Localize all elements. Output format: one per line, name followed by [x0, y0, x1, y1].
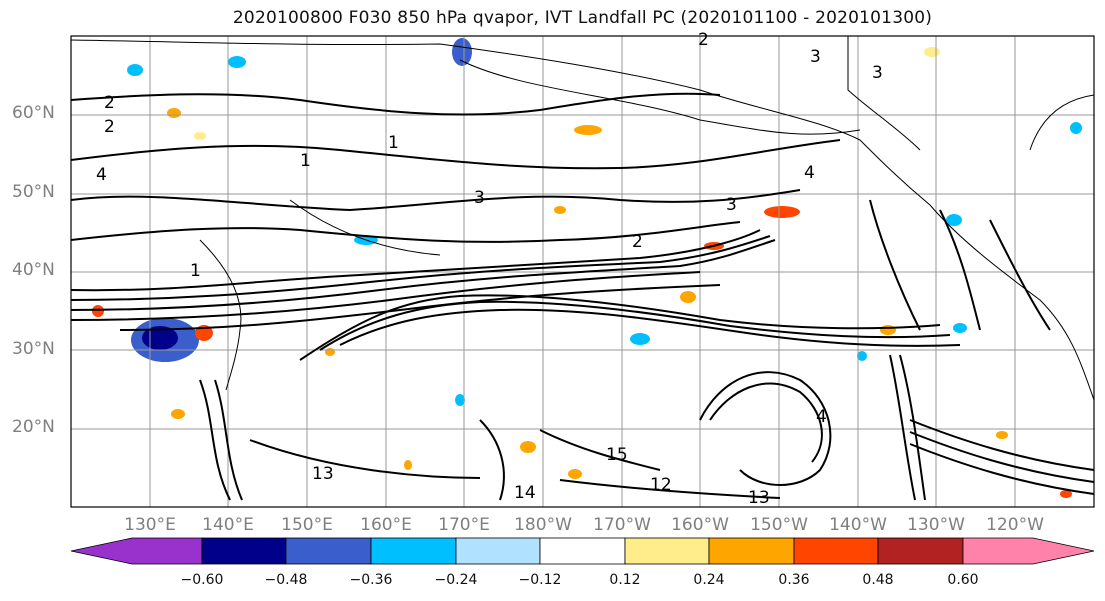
colorbar-tick-label: 0.24 [693, 572, 725, 588]
contour-label: 1 [388, 133, 399, 153]
lon-label: 150°E [281, 515, 333, 535]
lat-label: 30°N [12, 339, 55, 359]
contour-label: 2 [632, 232, 643, 252]
contour-label: 4 [804, 163, 815, 183]
colorbar-tick-label: −0.48 [264, 572, 308, 588]
contour-lines [71, 92, 1094, 501]
colorbar-segment [370, 537, 457, 565]
lon-label: 170°E [438, 515, 490, 535]
contour-label-group: 2 2 1 4 3 3 2 3 1 4 3 1 2 4 13 14 15 12 … [96, 30, 883, 508]
lat-label: 60°N [12, 103, 55, 123]
colorbar-segment [793, 537, 879, 565]
lon-label: 130°W [907, 515, 965, 535]
colorbar-segment [624, 537, 710, 565]
contour-label: 14 [514, 483, 536, 503]
contour-label: 3 [726, 195, 737, 215]
contour-label: 15 [606, 445, 628, 465]
colorbar-segment [877, 537, 964, 565]
contour-label: 3 [810, 47, 821, 67]
colorbar-tick-label: 0.60 [947, 572, 979, 588]
map-panel [71, 36, 1094, 507]
colorbar-segment [285, 537, 372, 565]
contour-label: 4 [96, 165, 107, 185]
lat-label: 20°N [12, 417, 55, 437]
lon-label: 140°E [202, 515, 254, 535]
colorbar-segment [539, 537, 626, 565]
lon-label: 120°W [986, 515, 1044, 535]
lon-label: 180°W [514, 515, 572, 535]
colorbar-segment [70, 537, 203, 565]
contour-label: 2 [104, 93, 115, 113]
map-frame [70, 35, 1095, 508]
coastlines [71, 36, 1094, 401]
colorbar-segment [708, 537, 795, 565]
lat-label: 40°N [12, 260, 55, 280]
figure-title: 2020100800 F030 850 hPa qvapor, IVT Land… [232, 8, 933, 28]
colorbar-tick-label: 0.48 [862, 572, 894, 588]
colorbar-tick-label: −0.60 [180, 572, 224, 588]
contour-label: 4 [816, 407, 827, 427]
contour-label: 3 [474, 188, 485, 208]
contour-label: 1 [190, 261, 201, 281]
colorbar [70, 537, 1095, 565]
colorbar-tick-label: 0.12 [609, 572, 641, 588]
contour-label: 12 [650, 475, 672, 495]
colorbar-segment [962, 537, 1095, 565]
colorbar-tick-label: −0.36 [349, 572, 393, 588]
contour-label: 13 [748, 488, 770, 508]
lon-label: 140°W [829, 515, 887, 535]
colorbar-tick-label: −0.24 [434, 572, 478, 588]
colorbar-segment [201, 537, 287, 565]
lon-label: 150°W [750, 515, 808, 535]
contour-label: 1 [300, 151, 311, 171]
colorbar-segment [455, 537, 541, 565]
colorbar-tick-label: 0.36 [778, 572, 810, 588]
contour-label: 2 [698, 30, 709, 50]
lon-label: 160°E [360, 515, 412, 535]
lon-label: 160°W [671, 515, 729, 535]
contour-label: 3 [872, 63, 883, 83]
contour-label: 13 [312, 464, 334, 484]
lat-label: 50°N [12, 182, 55, 202]
contour-label: 2 [104, 117, 115, 137]
lon-label: 170°W [593, 515, 651, 535]
lon-label: 130°E [124, 515, 176, 535]
colorbar-tick-label: −0.12 [518, 572, 562, 588]
graticule [71, 36, 1094, 507]
